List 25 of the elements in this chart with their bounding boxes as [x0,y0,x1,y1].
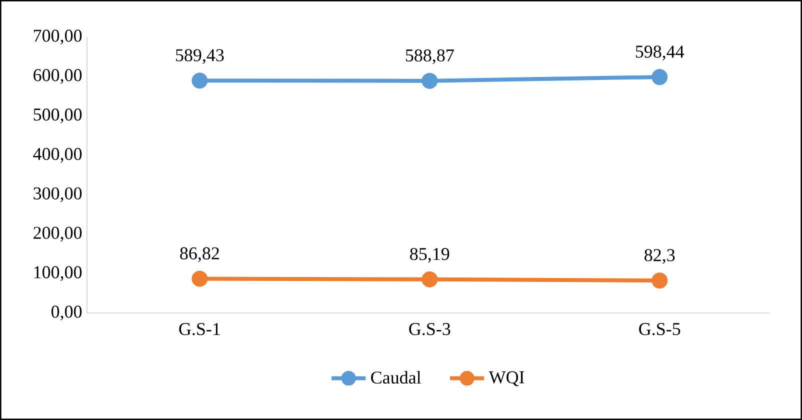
x-tick-label: G.S-1 [179,323,220,336]
y-tick-label: 400,00 [33,148,82,163]
y-tick-label: 200,00 [34,226,82,242]
point [192,270,208,287]
y-tick-label: 500,00 [34,108,82,124]
x-tick-label: G.S-5 [639,323,680,336]
data-label: 82,3 [644,249,675,264]
data-label: 589,43 [176,49,224,64]
point [652,272,668,289]
data-label: 85,19 [410,248,450,263]
y-tick-label: 300,00 [34,187,82,202]
point [652,69,668,86]
y-tick-label: 600,00 [34,69,82,84]
y-tick-label: 100,00 [34,266,82,281]
point [192,72,208,89]
legend-label: Caudal [371,371,421,384]
point [422,72,438,89]
data-label: 588,87 [406,49,454,64]
data-label: 598,44 [636,46,684,60]
y-tick-label: 0,00 [51,306,82,320]
data-label: 86,82 [180,247,219,262]
y-tick-label: 700,00 [34,30,82,44]
x-tick-label: G.S-3 [409,323,450,336]
point [422,271,438,288]
legend-label: WQI [488,371,524,386]
